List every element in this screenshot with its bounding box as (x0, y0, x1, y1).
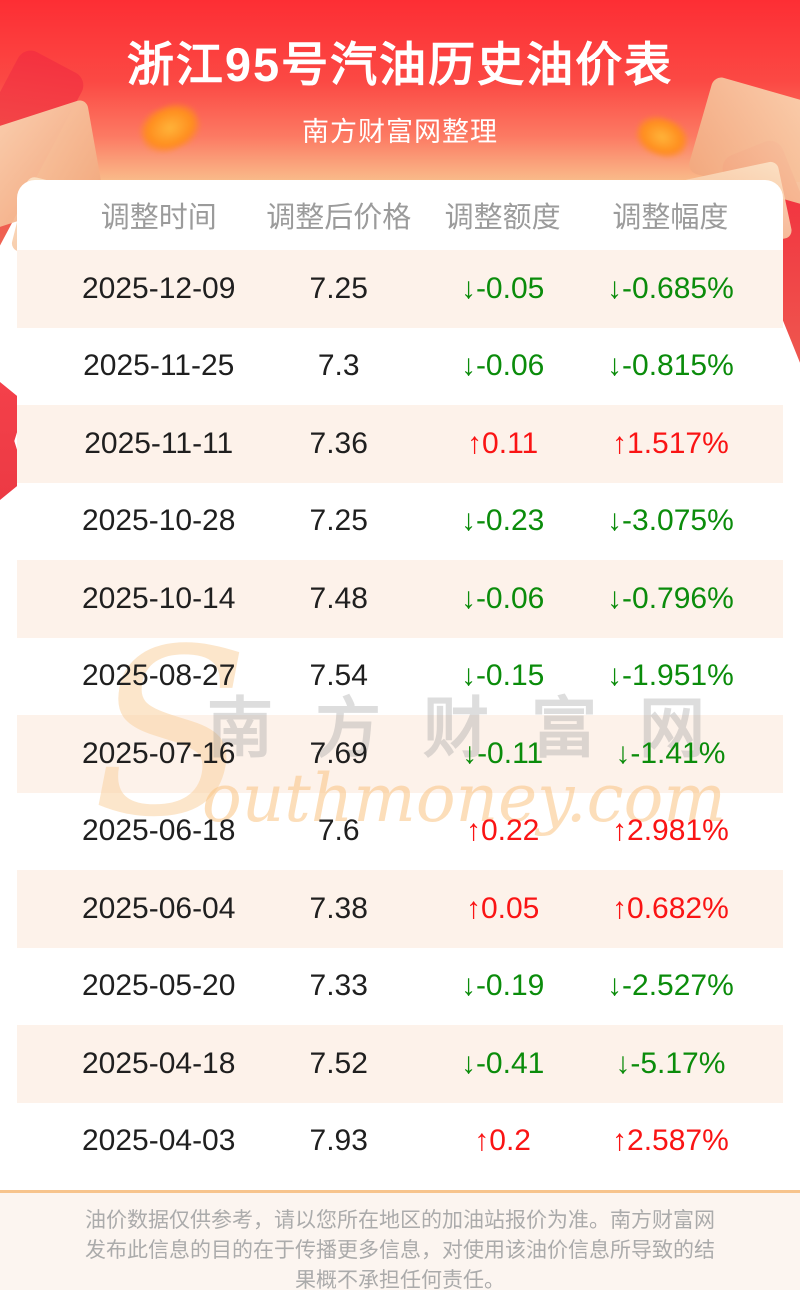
column-header-change: 调整额度 (444, 202, 561, 234)
column-header-pct: 调整幅度 (612, 202, 729, 234)
change-amount: ↑0.22 (465, 814, 540, 848)
adjust-date: 2025-07-16 (81, 736, 236, 770)
adjusted-price: 7.25 (309, 504, 368, 538)
change-amount: ↓-0.15 (460, 659, 545, 693)
table-row: 2025-08-27 7.54 ↓-0.15 ↓-1.951% (17, 638, 783, 716)
change-percent: ↓-2.527% (607, 969, 734, 1003)
change-amount: ↑0.2 (474, 1124, 531, 1158)
page-title: 浙江95号汽油历史油价表 (126, 38, 674, 91)
table-row: 2025-06-04 7.38 ↑0.05 ↑0.682% (17, 870, 783, 948)
adjust-date: 2025-11-11 (84, 426, 234, 460)
change-percent: ↓-5.17% (615, 1046, 726, 1080)
change-percent: ↓-1.951% (607, 659, 734, 693)
table-row: 2025-10-14 7.48 ↓-0.06 ↓-0.796% (17, 560, 783, 638)
adjust-date: 2025-10-14 (81, 581, 236, 615)
adjusted-price: 7.36 (309, 426, 368, 460)
adjust-date: 2025-11-25 (83, 349, 235, 383)
table-header-row: 调整时间 调整后价格 调整额度 调整幅度 (17, 180, 783, 250)
table-row: 2025-05-20 7.33 ↓-0.19 ↓-2.527% (17, 948, 783, 1026)
change-amount: ↓-0.06 (460, 349, 545, 383)
change-amount: ↓-0.11 (462, 736, 544, 770)
change-percent: ↓-3.075% (607, 504, 734, 538)
table-row: 2025-11-25 7.3 ↓-0.06 ↓-0.815% (17, 328, 783, 406)
adjusted-price: 7.38 (309, 891, 368, 925)
table-row: 2025-12-09 7.25 ↓-0.05 ↓-0.685% (17, 250, 783, 328)
adjusted-price: 7.25 (309, 271, 368, 305)
table-body: 2025-12-09 7.25 ↓-0.05 ↓-0.685% 2025-11-… (17, 250, 783, 1180)
adjust-date: 2025-04-03 (81, 1124, 236, 1158)
change-percent: ↓-0.815% (607, 349, 734, 383)
change-percent: ↓-0.796% (607, 581, 734, 615)
adjusted-price: 7.33 (309, 969, 368, 1003)
adjust-date: 2025-10-28 (81, 504, 236, 538)
change-percent: ↓-0.685% (607, 271, 734, 305)
adjust-date: 2025-12-09 (81, 271, 236, 305)
table-row: 2025-04-03 7.93 ↑0.2 ↑2.587% (17, 1103, 783, 1181)
adjusted-price: 7.6 (317, 814, 360, 848)
change-percent: ↑2.587% (612, 1124, 729, 1158)
change-percent: ↓-1.41% (615, 736, 726, 770)
footer-disclaimer: 油价数据仅供参考，请以您所在地区的加油站报价为准。南方财富网 发布此信息的目的在… (0, 1190, 800, 1292)
adjusted-price: 7.3 (317, 349, 360, 383)
table-row: 2025-07-16 7.69 ↓-0.11 ↓-1.41% (17, 715, 783, 793)
adjusted-price: 7.69 (309, 736, 368, 770)
change-amount: ↓-0.06 (460, 581, 545, 615)
change-amount: ↓-0.23 (460, 504, 545, 538)
adjust-date: 2025-06-18 (81, 814, 236, 848)
change-percent: ↑1.517% (612, 426, 729, 460)
change-amount: ↑0.05 (465, 891, 540, 925)
change-percent: ↑2.981% (612, 814, 729, 848)
adjust-date: 2025-08-27 (81, 659, 236, 693)
table-row: 2025-04-18 7.52 ↓-0.41 ↓-5.17% (17, 1025, 783, 1103)
change-amount: ↑0.11 (467, 426, 539, 460)
adjusted-price: 7.93 (309, 1124, 368, 1158)
page-subtitle: 南方财富网整理 (302, 117, 498, 147)
change-amount: ↓-0.05 (460, 271, 545, 305)
adjust-date: 2025-04-18 (81, 1046, 236, 1080)
disclaimer-line: 油价数据仅供参考，请以您所在地区的加油站报价为准。南方财富网 (85, 1209, 715, 1232)
column-header-time: 调整时间 (100, 202, 217, 234)
price-table-card: 调整时间 调整后价格 调整额度 调整幅度 2025-12-09 7.25 ↓-0… (17, 180, 783, 1180)
adjusted-price: 7.48 (309, 581, 368, 615)
adjust-date: 2025-05-20 (81, 969, 236, 1003)
table-row: 2025-10-28 7.25 ↓-0.23 ↓-3.075% (17, 483, 783, 561)
table-row: 2025-06-18 7.6 ↑0.22 ↑2.981% (17, 793, 783, 871)
change-amount: ↓-0.41 (460, 1046, 545, 1080)
change-amount: ↓-0.19 (460, 969, 545, 1003)
disclaimer-line: 果概不承担任何责任。 (295, 1269, 505, 1292)
disclaimer-line: 发布此信息的目的在于传播更多信息，对使用该油价信息所导致的结 (85, 1239, 715, 1262)
page-header: 浙江95号汽油历史油价表 南方财富网整理 (0, 0, 800, 379)
column-header-price: 调整后价格 (266, 202, 412, 234)
adjusted-price: 7.52 (309, 1046, 368, 1080)
adjusted-price: 7.54 (309, 659, 368, 693)
table-row: 2025-11-11 7.36 ↑0.11 ↑1.517% (17, 405, 783, 483)
change-percent: ↑0.682% (612, 891, 729, 925)
adjust-date: 2025-06-04 (81, 891, 236, 925)
